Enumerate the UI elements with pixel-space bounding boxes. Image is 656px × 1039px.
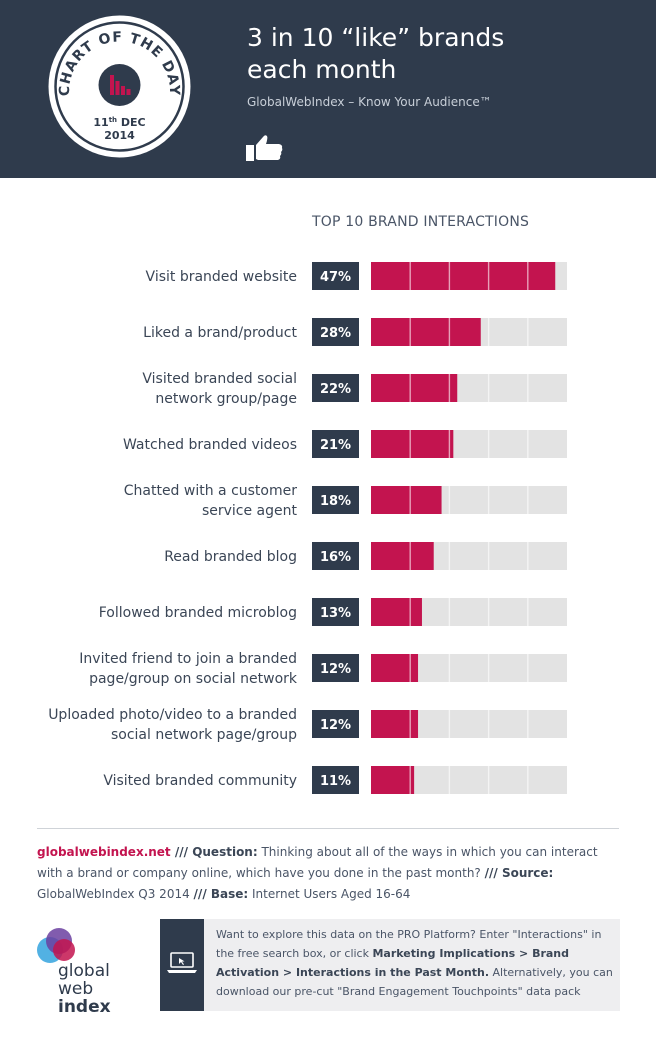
bar <box>371 766 415 794</box>
value-label-box <box>312 542 359 570</box>
category-label: Liked a brand/product <box>143 325 297 341</box>
value-label: 16% <box>320 550 351 565</box>
base-body: Internet Users Aged 16-64 <box>248 887 411 901</box>
category-label: network group/page <box>155 391 297 407</box>
bar-track <box>371 430 567 458</box>
separator: /// <box>170 845 193 859</box>
value-label: 11% <box>320 774 351 789</box>
bar <box>371 430 454 458</box>
category-label: Uploaded photo/video to a branded <box>48 707 297 723</box>
page-title: 3 in 10 “like” brands each month <box>247 22 647 86</box>
category-label: Visited branded social <box>142 371 297 387</box>
separator: /// <box>484 866 502 880</box>
value-label-box <box>312 430 359 458</box>
bar-track <box>371 654 567 682</box>
category-label: page/group on social network <box>89 671 298 687</box>
source-body: GlobalWebIndex Q3 2014 <box>37 887 194 901</box>
value-label: 21% <box>320 438 351 453</box>
bar <box>371 486 442 514</box>
bar-row: 47% Visit branded website <box>146 262 567 290</box>
question-body: Thinking about all of the ways in which … <box>37 845 598 880</box>
value-label: 18% <box>320 494 351 509</box>
value-label-box <box>312 598 359 626</box>
bar-row: 28% Liked a brand/product <box>143 318 567 346</box>
bar-track <box>371 486 567 514</box>
value-label: 13% <box>320 606 351 621</box>
promo-icon-box <box>160 919 204 1011</box>
badge-ring <box>54 21 185 152</box>
badge-year: 2014 <box>104 129 135 142</box>
category-label: service agent <box>202 503 298 519</box>
logo-line-1: global <box>58 961 110 981</box>
page-subtitle: GlobalWebIndex – Know Your Audience™ <box>247 95 492 109</box>
question-text: globalwebindex.net /// Question: Thinkin… <box>37 842 622 905</box>
bar-track <box>371 766 567 794</box>
separator: /// <box>193 887 211 901</box>
promo-box: Want to explore this data on the PRO Pla… <box>160 919 620 1011</box>
site-link[interactable]: globalwebindex.net <box>37 845 171 859</box>
question-label: Question: <box>192 845 258 859</box>
value-label-box <box>312 710 359 738</box>
value-label: 22% <box>320 382 351 397</box>
bar-row: 12% Invited friend to join a branded page/… <box>79 651 567 687</box>
value-label-box <box>312 318 359 346</box>
globalwebindex-logo: global web index <box>37 928 111 1017</box>
bar <box>371 654 419 682</box>
bar <box>371 710 419 738</box>
category-label: Read branded blog <box>164 549 297 565</box>
bar <box>371 318 481 346</box>
value-label-box <box>312 262 359 290</box>
category-label: Visited branded community <box>103 773 297 789</box>
value-label-box <box>312 766 359 794</box>
bar-row: 22% Visited branded social network group/p… <box>142 371 567 407</box>
promo-text-1: Want to explore this data on the PRO Pla… <box>216 928 602 960</box>
title-line-2: each month <box>247 55 397 84</box>
promo-text: Want to explore this data on the PRO Pla… <box>216 925 614 1001</box>
bar <box>371 262 556 290</box>
bar <box>371 542 434 570</box>
value-label: 28% <box>320 326 351 341</box>
bar-track <box>371 262 567 290</box>
bar <box>371 374 458 402</box>
bar-track <box>371 374 567 402</box>
bar-row: 11% Visited branded community <box>103 766 567 794</box>
category-label: Visit branded website <box>146 269 297 285</box>
chart-of-the-day-badge: CHART OF THE DAY 11th DEC 2014 <box>48 15 191 158</box>
chart-title: TOP 10 BRAND INTERACTIONS <box>312 214 530 230</box>
value-label-box <box>312 486 359 514</box>
logo-line-3: index <box>58 997 111 1017</box>
bar-row: 12% Uploaded photo/video to a branded soci… <box>48 707 567 743</box>
value-label-box <box>312 374 359 402</box>
header-banner: CHART OF THE DAY 11th DEC 2014 3 in 10 “… <box>0 0 656 178</box>
bar-row: 21% Watched branded videos <box>123 430 567 458</box>
promo-text-2: Alternatively, you can download our pre-… <box>216 966 613 998</box>
value-label-box <box>312 654 359 682</box>
footer-divider <box>37 828 619 829</box>
category-label: Chatted with a customer <box>124 483 298 499</box>
value-label: 12% <box>320 662 351 677</box>
category-label: Invited friend to join a branded <box>79 651 297 667</box>
bar-track <box>371 318 567 346</box>
category-label: Watched branded videos <box>123 437 297 453</box>
base-label: Base: <box>210 887 249 901</box>
bar <box>371 598 422 626</box>
bar-chart-icon <box>110 75 131 95</box>
value-label: 47% <box>320 270 351 285</box>
title-line-1: 3 in 10 “like” brands <box>247 23 505 52</box>
bar-row: 13% Followed branded microblog <box>99 598 567 626</box>
bar-row: 16% Read branded blog <box>164 542 567 570</box>
laptop-icon <box>167 952 197 973</box>
promo-link[interactable]: Marketing Implications > Brand Activatio… <box>216 947 570 979</box>
source-label: Source: <box>501 866 554 880</box>
category-label: Followed branded microblog <box>99 605 297 621</box>
bar-track <box>371 710 567 738</box>
bar-track <box>371 598 567 626</box>
category-label: social network page/group <box>111 727 297 743</box>
logo-line-2: web <box>58 979 93 999</box>
value-label: 12% <box>320 718 351 733</box>
bar-track <box>371 542 567 570</box>
badge-date: 11th DEC <box>93 116 145 129</box>
bar-row: 18% Chatted with a customer service agent <box>124 483 567 519</box>
thumbs-up-icon <box>246 135 283 161</box>
